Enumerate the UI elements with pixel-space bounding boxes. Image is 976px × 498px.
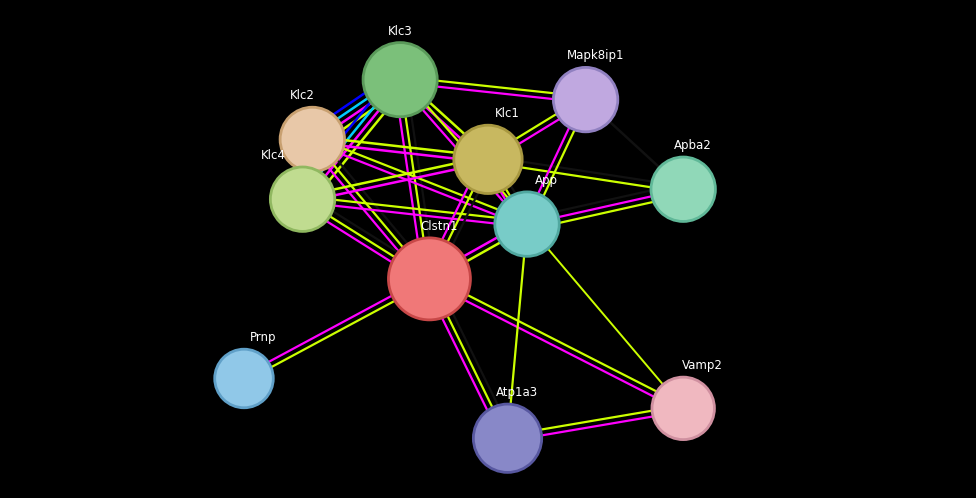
Text: Clstn1: Clstn1	[421, 220, 458, 233]
Ellipse shape	[651, 157, 715, 222]
Text: Klc1: Klc1	[495, 107, 520, 120]
Text: Atp1a3: Atp1a3	[496, 386, 539, 399]
Text: Apba2: Apba2	[674, 139, 712, 152]
Ellipse shape	[270, 167, 335, 232]
Ellipse shape	[280, 107, 345, 172]
Ellipse shape	[553, 67, 618, 132]
Ellipse shape	[388, 238, 470, 320]
Ellipse shape	[215, 349, 273, 408]
Text: Klc4: Klc4	[261, 149, 286, 162]
Text: App: App	[535, 174, 558, 187]
Text: Klc2: Klc2	[290, 89, 315, 102]
Ellipse shape	[454, 125, 522, 194]
Ellipse shape	[495, 192, 559, 256]
Ellipse shape	[652, 377, 714, 440]
Ellipse shape	[363, 43, 437, 117]
Text: Klc3: Klc3	[387, 24, 413, 38]
Text: Mapk8ip1: Mapk8ip1	[567, 49, 624, 62]
Ellipse shape	[473, 404, 542, 473]
Text: Prnp: Prnp	[250, 331, 277, 344]
Text: Vamp2: Vamp2	[682, 359, 723, 372]
